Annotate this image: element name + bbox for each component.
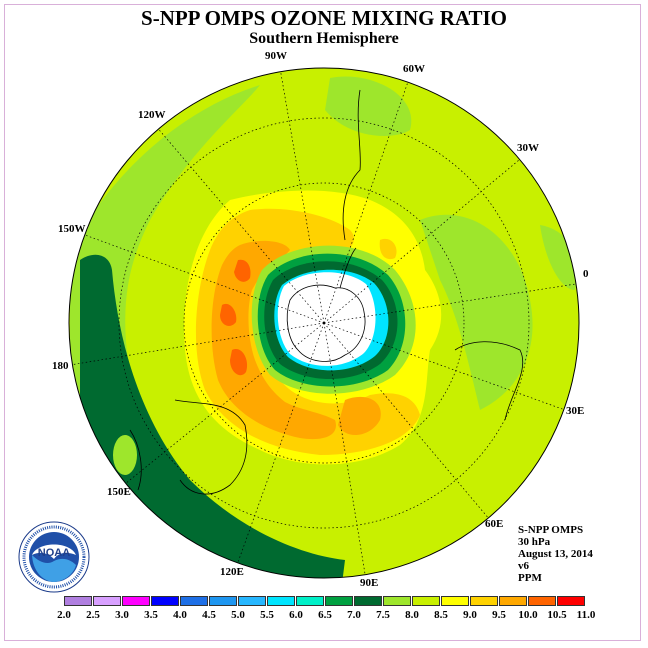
latitude-circle-60s	[183, 182, 465, 464]
colorbar-swatch	[267, 596, 295, 606]
colorbar-tick-label: 6.0	[289, 609, 303, 621]
band-7.5-right-2	[420, 214, 533, 410]
colorbar-tick-label: 2.0	[57, 609, 71, 621]
band-9.0-east	[379, 238, 397, 260]
meridian-150w	[84, 234, 325, 324]
meridian-120w	[154, 124, 325, 324]
band-7.5-spot	[113, 435, 137, 475]
colorbar-tick-label: 5.5	[260, 609, 274, 621]
info-date: August 13, 2014	[518, 548, 593, 560]
colorbar-swatch	[238, 596, 266, 606]
colorbar-swatch	[122, 596, 150, 606]
info-units: PPM	[518, 572, 542, 584]
colorbar-swatch	[412, 596, 440, 606]
band-9.5	[211, 240, 336, 440]
colorbar-tick-label: 4.5	[202, 609, 216, 621]
noaa-logo-icon: NOAA	[18, 521, 90, 593]
band-9.5-east	[338, 396, 381, 436]
lon-label-150e: 150E	[107, 486, 131, 498]
colorbar-tick-label: 7.0	[347, 609, 361, 621]
lon-label-120e: 120E	[220, 566, 244, 578]
meridian-90w	[279, 68, 325, 324]
band-7.5-upper	[325, 76, 412, 136]
lon-label-120w: 120W	[138, 109, 166, 121]
colorbar-swatch	[499, 596, 527, 606]
colorbar-tick-label: 6.5	[318, 609, 332, 621]
colorbar-swatch	[557, 596, 585, 606]
colorbar-swatch	[209, 596, 237, 606]
new-zealand-coastline	[129, 429, 142, 491]
colorbar-swatch	[93, 596, 121, 606]
antarctic-peninsula-coastline	[339, 247, 357, 289]
info-level: 30 hPa	[518, 536, 551, 548]
band-8.5-spot	[412, 283, 431, 299]
band-10.0-a	[234, 259, 251, 282]
meridian-120e	[236, 322, 325, 566]
colorbar-swatch	[296, 596, 324, 606]
lon-label-90w: 90W	[265, 50, 287, 62]
lon-label-150w: 150W	[58, 223, 86, 235]
info-version: v6	[518, 560, 529, 572]
colorbar-swatch	[441, 596, 469, 606]
colorbar-tick-label: 7.5	[376, 609, 390, 621]
figure-frame	[4, 4, 641, 641]
meridian-30e	[323, 322, 566, 411]
band-10.0-c	[230, 349, 248, 376]
colorbar-tick-label: 5.0	[231, 609, 245, 621]
colorbar-tick-label: 9.0	[463, 609, 477, 621]
colorbar-tick-label: 10.0	[518, 609, 538, 621]
lon-label-60w: 60W	[403, 63, 425, 75]
colorbar-tick-label: 8.5	[434, 609, 448, 621]
lon-label-30e: 30E	[566, 405, 585, 417]
antarctica-coastline	[286, 284, 366, 362]
colorbar-tick-label: 3.0	[115, 609, 129, 621]
colorbar-tick-label: 3.5	[144, 609, 158, 621]
colorbar-swatch	[383, 596, 411, 606]
colorbar-tick-label: 2.5	[86, 609, 100, 621]
latitude-circle-30s	[118, 117, 530, 529]
colorbar-tick-label: 9.5	[492, 609, 506, 621]
colorbar-swatch	[151, 596, 179, 606]
lon-label-180: 180	[52, 360, 69, 372]
map-boundary	[68, 67, 580, 579]
lon-label-30w: 30W	[517, 142, 539, 154]
colorbar-tick-label: 8.0	[405, 609, 419, 621]
colorbar-swatch	[470, 596, 498, 606]
map-title: S-NPP OMPS OZONE MIXING RATIO	[141, 6, 507, 30]
lon-label-90e: 90E	[360, 577, 379, 589]
map-subtitle: Southern Hemisphere	[249, 30, 399, 47]
band-10.0-b	[220, 303, 237, 326]
band-7.5-right	[540, 225, 579, 290]
colorbar-tick-label: 11.0	[576, 609, 596, 621]
colorbar-tick-label: 4.0	[173, 609, 187, 621]
colorbar-swatch	[180, 596, 208, 606]
meridian-60e	[323, 322, 491, 521]
colorbar-swatch	[354, 596, 382, 606]
lon-label-0: 0	[583, 268, 589, 280]
colorbar-swatch	[64, 596, 92, 606]
colorbar-swatch	[325, 596, 353, 606]
noaa-logo-text: NOAA	[38, 547, 70, 559]
south-america-coastline	[342, 89, 361, 241]
africa-coastline	[454, 341, 524, 421]
pole-no-data	[277, 272, 376, 366]
lon-label-60e: 60E	[485, 518, 504, 530]
product-info: S-NPP OMPS 30 hPa August 13, 2014 v6 PPM	[518, 524, 593, 584]
colorbar-swatch	[528, 596, 556, 606]
meridian-90e	[323, 322, 367, 578]
meridian-180	[69, 322, 325, 366]
colorbar-tick-label: 10.5	[547, 609, 567, 621]
info-instrument: S-NPP OMPS	[518, 524, 584, 536]
